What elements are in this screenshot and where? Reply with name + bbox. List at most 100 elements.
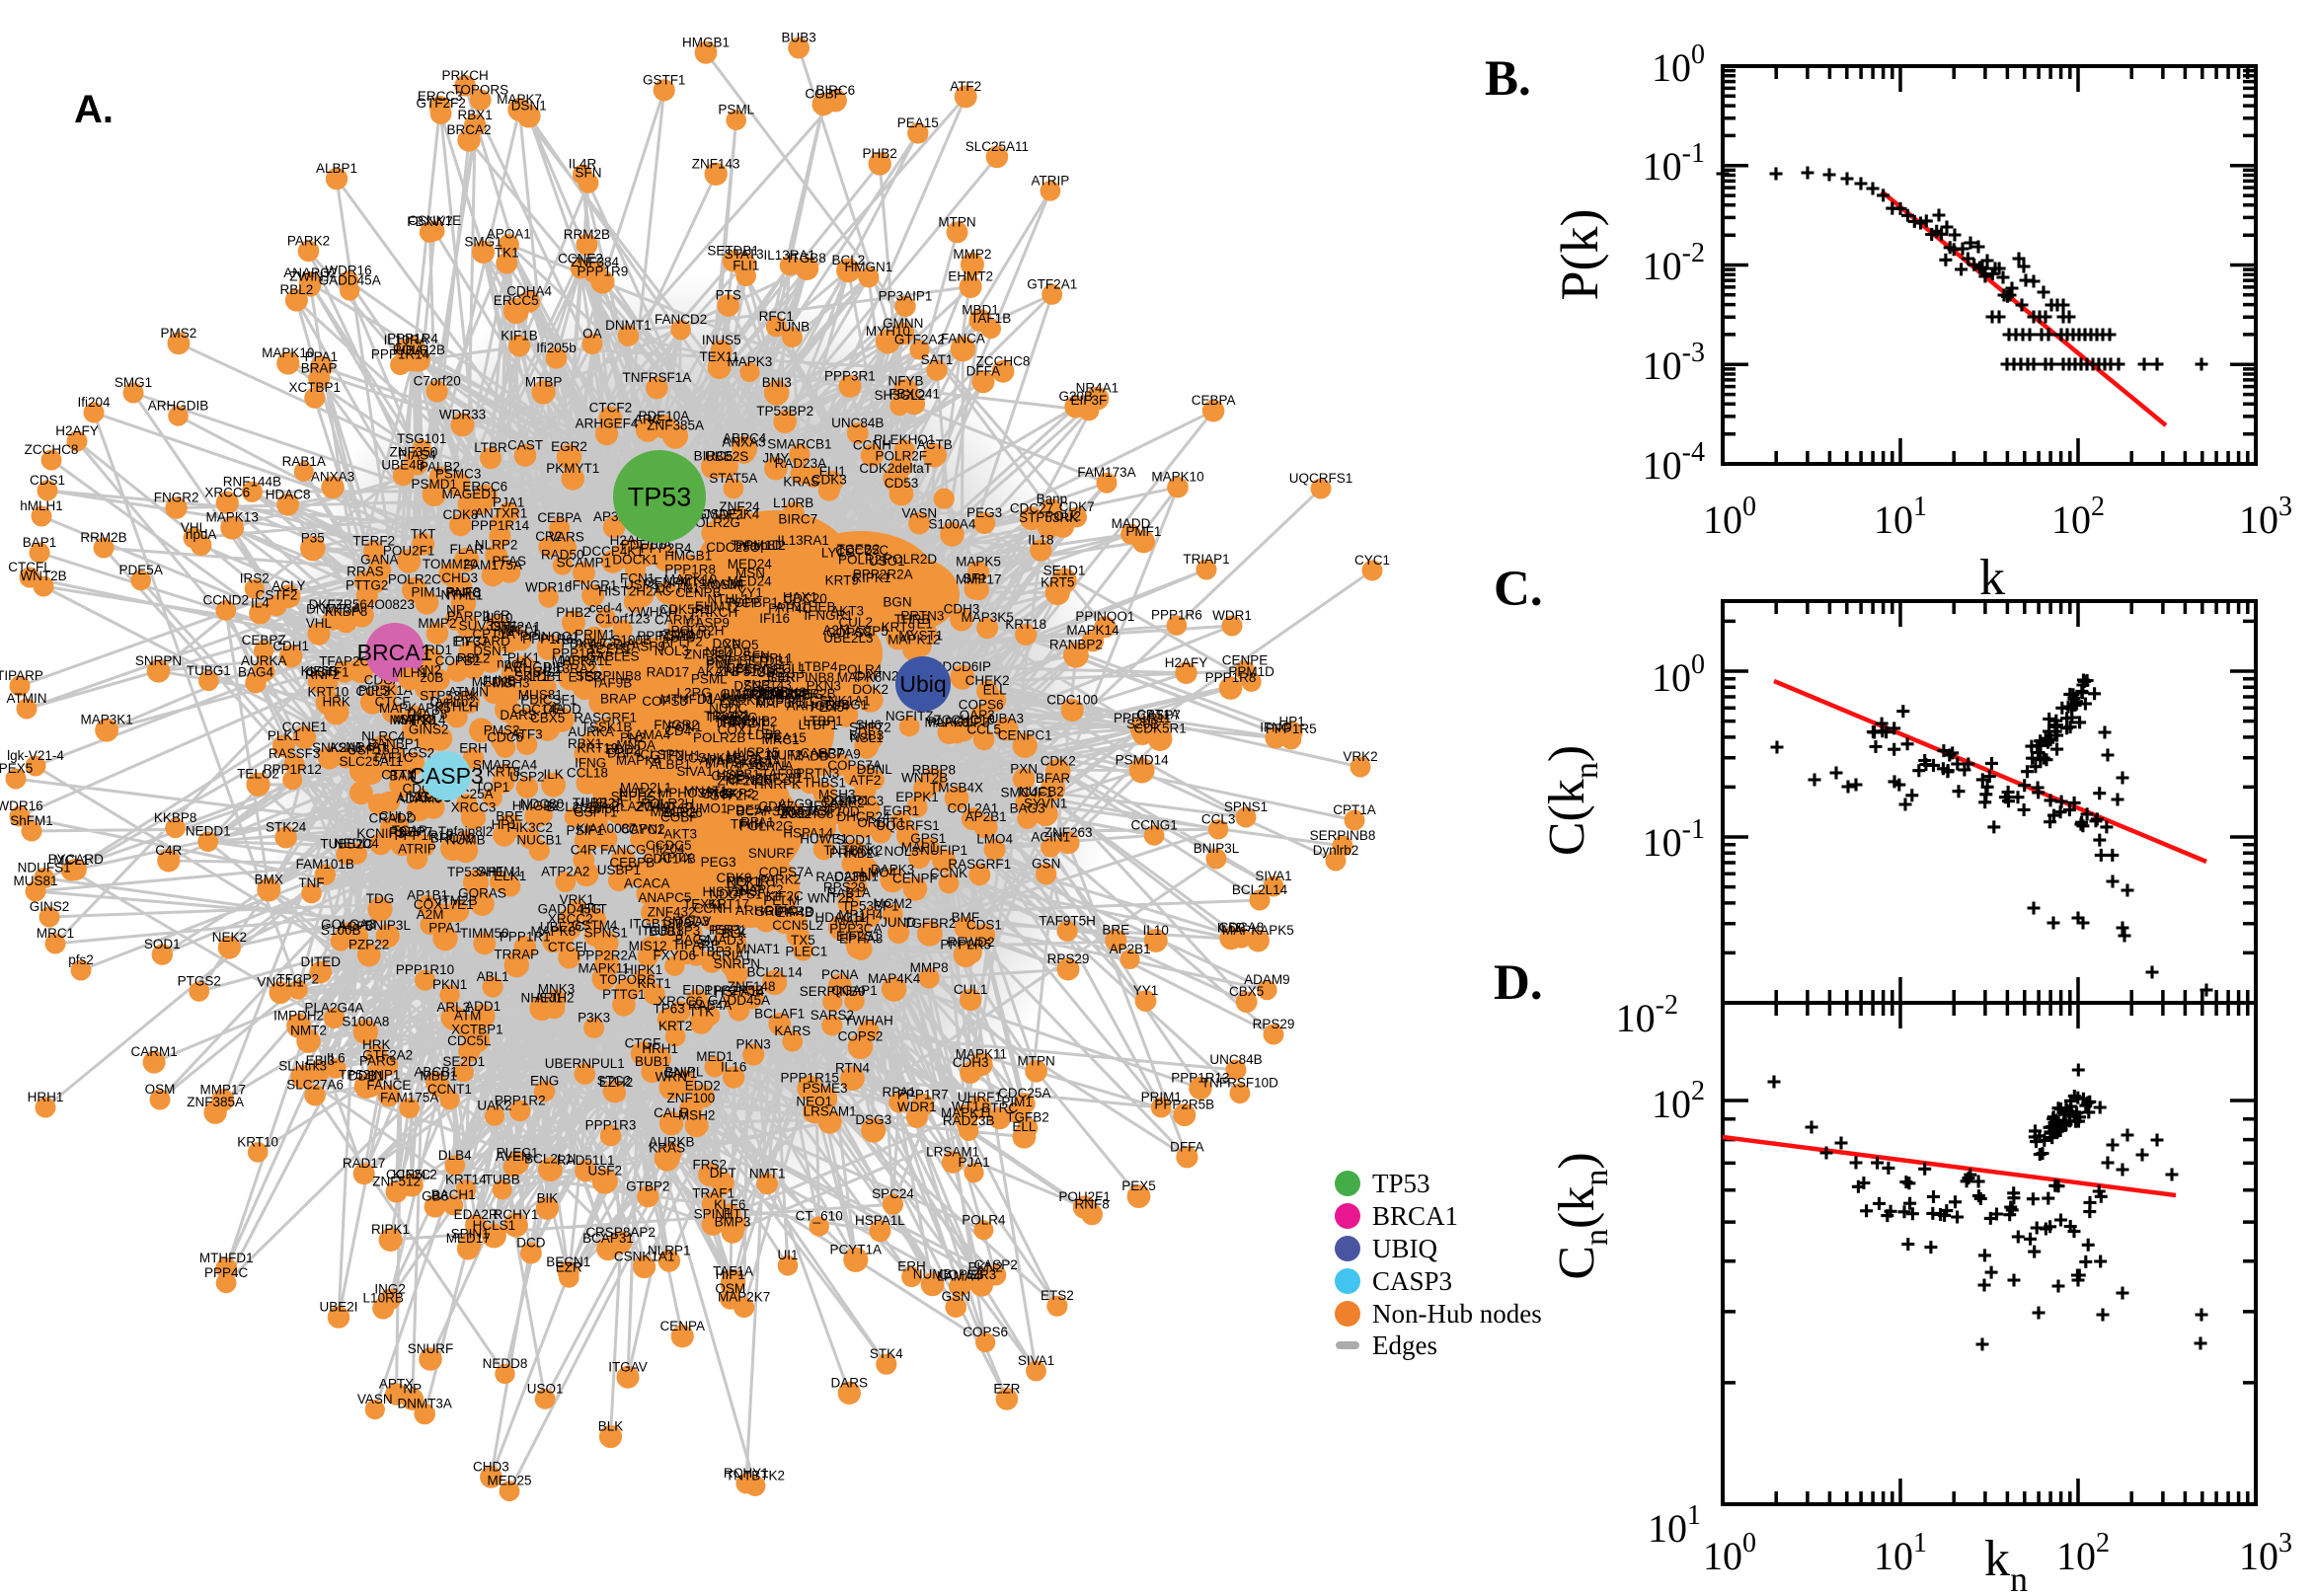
- svg-text:WNT2B: WNT2B: [808, 891, 854, 906]
- svg-text:SKP1: SKP1: [514, 669, 549, 684]
- svg-text:PKN2: PKN2: [968, 1260, 1003, 1275]
- svg-text:GTF2F2: GTF2F2: [709, 789, 758, 803]
- svg-text:RAD17: RAD17: [647, 665, 690, 680]
- svg-text:XCTBP1: XCTBP1: [289, 380, 342, 395]
- svg-text:CENPA: CENPA: [645, 574, 690, 589]
- svg-text:GANA: GANA: [360, 553, 398, 568]
- svg-text:NOL3: NOL3: [885, 844, 919, 859]
- svg-text:EIF3F: EIF3F: [751, 684, 788, 699]
- svg-text:ANAPC5: ANAPC5: [638, 890, 691, 905]
- svg-text:EIF3J: EIF3J: [452, 634, 487, 648]
- svg-text:MSH3: MSH3: [493, 675, 530, 690]
- svg-text:UBA3: UBA3: [989, 711, 1024, 725]
- svg-text:CRADD: CRADD: [368, 810, 416, 825]
- svg-text:ATF3: ATF3: [511, 726, 543, 741]
- svg-text:HIPK1: HIPK1: [624, 962, 662, 977]
- svg-text:ACLY: ACLY: [271, 578, 305, 593]
- svg-text:IRS2: IRS2: [240, 571, 270, 586]
- svg-text:PPINQO1: PPINQO1: [1075, 609, 1134, 624]
- svg-text:TEX11: TEX11: [699, 349, 738, 364]
- svg-text:CYC1: CYC1: [1354, 553, 1390, 568]
- svg-text:RASGRF1: RASGRF1: [948, 857, 1011, 872]
- svg-text:EPPK1: EPPK1: [720, 693, 763, 708]
- svg-text:NUF2: NUF2: [619, 786, 654, 800]
- svg-text:FXYD6: FXYD6: [654, 949, 697, 963]
- svg-text:PEG3: PEG3: [966, 505, 1002, 520]
- svg-text:ZCCHC8: ZCCHC8: [25, 442, 79, 457]
- svg-text:COPB2: COPB2: [435, 653, 481, 668]
- svg-text:BNI3: BNI3: [762, 375, 792, 390]
- svg-text:MAP3K1: MAP3K1: [80, 713, 132, 727]
- svg-text:THRB: THRB: [894, 612, 931, 627]
- svg-text:Dynlrb2: Dynlrb2: [429, 694, 476, 709]
- svg-text:DNMT1: DNMT1: [605, 318, 652, 333]
- svg-text:A2M: A2M: [417, 907, 444, 922]
- svg-text:RNF2: RNF2: [305, 667, 340, 682]
- svg-text:KIF1B: KIF1B: [501, 328, 538, 342]
- svg-text:A2M: A2M: [822, 623, 850, 638]
- svg-text:EZR: EZR: [556, 1259, 582, 1274]
- svg-text:KKBP8: KKBP8: [325, 604, 368, 619]
- svg-text:CCL18: CCL18: [567, 766, 608, 781]
- svg-text:SPIN1: SPIN1: [694, 1206, 733, 1221]
- svg-text:ORBIT1: ORBIT1: [857, 815, 905, 830]
- svg-text:LDB2: LDB2: [748, 727, 782, 742]
- svg-text:XRCC6: XRCC6: [657, 994, 703, 1009]
- svg-text:MAPK9: MAPK9: [702, 691, 747, 706]
- svg-text:EHMT2: EHMT2: [948, 269, 993, 284]
- svg-text:ZNF384: ZNF384: [571, 255, 619, 269]
- svg-text:BMP3: BMP3: [715, 1214, 751, 1229]
- svg-text:GADD45A: GADD45A: [708, 993, 770, 1008]
- svg-text:PELM: PELM: [763, 893, 800, 908]
- svg-text:RCHY1: RCHY1: [724, 1466, 769, 1481]
- svg-text:WT1: WT1: [952, 1099, 980, 1113]
- svg-text:POLR2F: POLR2F: [876, 448, 928, 463]
- svg-text:MTPN: MTPN: [938, 214, 975, 229]
- svg-text:XRCC6: XRCC6: [204, 485, 250, 499]
- svg-text:MNAT1: MNAT1: [683, 784, 728, 798]
- svg-text:C4R: C4R: [571, 843, 597, 858]
- svg-text:PLA2G4A: PLA2G4A: [304, 1000, 363, 1015]
- svg-text:MAPK11: MAPK11: [579, 961, 630, 976]
- svg-text:PLK1: PLK1: [268, 728, 300, 743]
- svg-text:Ifi204: Ifi204: [77, 395, 111, 410]
- svg-text:GSN: GSN: [1032, 857, 1060, 872]
- svg-text:FLAR: FLAR: [450, 542, 485, 557]
- svg-text:LYCS: LYCS: [821, 545, 855, 560]
- svg-text:CENPC1: CENPC1: [998, 727, 1052, 742]
- svg-text:PEX5: PEX5: [811, 700, 845, 715]
- svg-text:TOPORS: TOPORS: [452, 82, 508, 97]
- svg-text:TFAP2C: TFAP2C: [707, 710, 757, 724]
- svg-text:FANCE: FANCE: [366, 1078, 411, 1093]
- svg-text:SCAMP1: SCAMP1: [557, 556, 612, 570]
- svg-text:KRT10: KRT10: [308, 685, 349, 700]
- svg-text:PZP22: PZP22: [348, 938, 389, 952]
- svg-text:PRKCH: PRKCH: [441, 68, 488, 83]
- svg-text:FAM101B: FAM101B: [296, 857, 354, 872]
- svg-text:IL6: IL6: [327, 1050, 346, 1065]
- svg-text:ARHGDIB: ARHGDIB: [148, 398, 209, 413]
- svg-text:DITED: DITED: [301, 954, 342, 969]
- svg-text:CENPB: CENPB: [675, 585, 722, 600]
- svg-text:POLR2C: POLR2C: [388, 572, 441, 587]
- svg-text:ATF2: ATF2: [950, 79, 981, 94]
- svg-text:RIPK1: RIPK1: [371, 1222, 410, 1237]
- svg-text:PDE10A: PDE10A: [639, 409, 690, 423]
- svg-text:ZNF100: ZNF100: [662, 627, 711, 642]
- svg-text:ERCC2: ERCC2: [514, 664, 560, 679]
- svg-text:CDC14A: CDC14A: [512, 702, 565, 717]
- svg-text:HSPA1L: HSPA1L: [855, 1213, 905, 1228]
- svg-text:BRCA2: BRCA2: [430, 831, 475, 846]
- svg-text:HRH1: HRH1: [28, 1090, 64, 1104]
- svg-text:JUND: JUND: [881, 915, 916, 930]
- svg-text:RPS29: RPS29: [1047, 951, 1090, 966]
- svg-text:RAB4A: RAB4A: [688, 998, 732, 1013]
- svg-text:PPP1R2: PPP1R2: [495, 1093, 546, 1107]
- svg-text:POLR2H: POLR2H: [670, 624, 724, 639]
- svg-text:G20B: G20B: [711, 769, 745, 784]
- svg-text:HRH1: HRH1: [642, 1041, 678, 1056]
- svg-text:NFYB: NFYB: [888, 373, 923, 388]
- svg-text:HSPA14: HSPA14: [783, 826, 833, 841]
- svg-text:IFNG: IFNG: [575, 755, 606, 770]
- svg-text:PARK2: PARK2: [287, 233, 330, 248]
